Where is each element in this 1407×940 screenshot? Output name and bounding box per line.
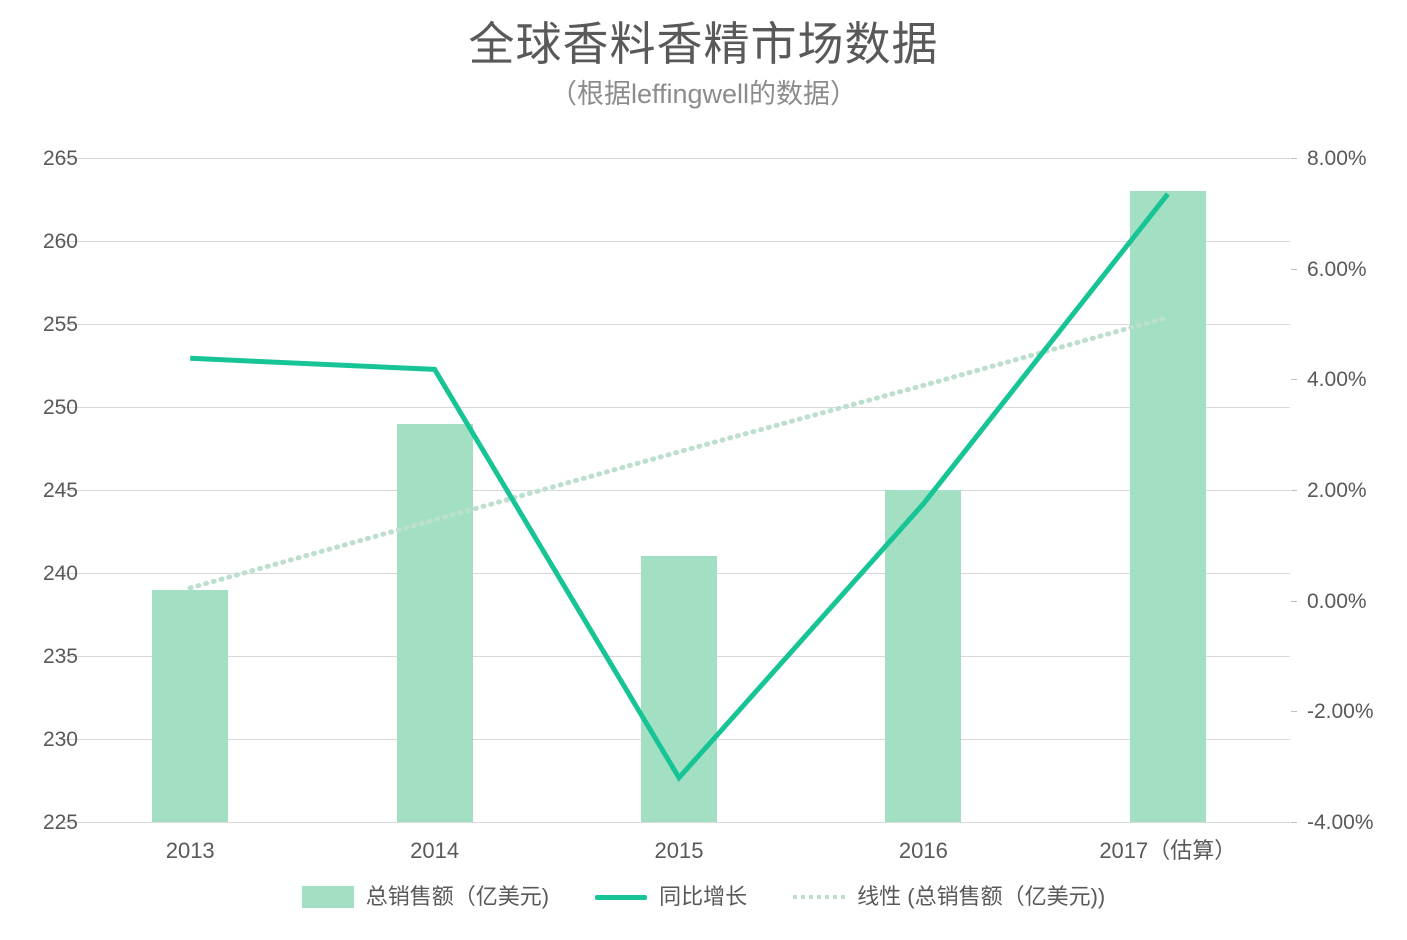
dotted-line-swatch-icon	[793, 895, 846, 899]
axis-tick-right	[1291, 600, 1297, 602]
axis-tick-left	[61, 158, 67, 159]
legend-label: 线性 (总销售额（亿美元))	[857, 884, 1106, 909]
axis-tick-left	[61, 822, 67, 823]
x-axis-label-2014: 2014	[410, 838, 460, 863]
y-axis-right-label: 6.00%	[1307, 257, 1367, 281]
axis-tick-left	[61, 324, 67, 325]
axis-tick-right	[1291, 822, 1297, 823]
bar-2013[interactable]	[152, 589, 229, 822]
series-overlay	[187, 192, 1171, 782]
y-axis-left-label: 235	[42, 645, 78, 668]
legend-label: 总销售额（亿美元)	[365, 884, 550, 909]
trendline-path	[187, 314, 1171, 591]
y-axis-left-label: 250	[42, 396, 78, 419]
y-axis-left-label: 230	[42, 728, 78, 751]
legend-label: 同比增长	[659, 884, 748, 909]
y-axis-right-label: 4.00%	[1307, 368, 1367, 392]
page-title: 全球香料香精市场数据	[468, 18, 939, 70]
y-axis-right-label: 0.00%	[1307, 589, 1367, 613]
y-axis-left-label: 260	[42, 230, 78, 253]
axis-tick-left	[61, 739, 67, 740]
legend-item-2[interactable]: 线性 (总销售额（亿美元))	[793, 884, 1105, 910]
gridline	[68, 158, 1290, 159]
axis-tick-right	[1291, 158, 1297, 159]
axis-tick-left	[61, 490, 67, 491]
y-axis-left-label: 240	[42, 562, 78, 585]
trendline-linear-sales	[187, 314, 1171, 591]
bar-swatch-icon	[301, 886, 354, 908]
axis-tick-left	[61, 573, 67, 574]
x-axis-label-2013: 2013	[165, 838, 215, 863]
gridline	[68, 490, 1290, 491]
bar-2017（估算）[interactable]	[1129, 191, 1206, 822]
axis-tick-right	[1291, 711, 1297, 713]
y-axis-left-label: 225	[42, 811, 78, 834]
axis-tick-right	[1291, 379, 1297, 381]
y-axis-left-label: 265	[42, 147, 78, 170]
gridline	[68, 241, 1290, 242]
gridline	[68, 822, 1290, 823]
x-axis-label-2016: 2016	[898, 838, 948, 863]
axis-tick-left	[61, 241, 67, 242]
axis-tick-right	[1291, 268, 1297, 270]
plot-area	[61, 158, 1297, 823]
gridline	[68, 324, 1290, 325]
x-axis-label-2015: 2015	[654, 838, 704, 863]
legend-item-1[interactable]: 同比增长	[595, 884, 747, 910]
axis-tick-right	[1291, 490, 1297, 491]
growth-line-path	[190, 192, 1170, 782]
chart-subtitle: （根据leffingwell的数据）	[549, 79, 858, 109]
bar-2014[interactable]	[396, 423, 473, 822]
y-axis-right-label: 8.00%	[1307, 147, 1367, 170]
gridline	[68, 407, 1290, 408]
y-axis-right-label: -2.00%	[1307, 700, 1374, 724]
legend-item-0[interactable]: 总销售额（亿美元)	[301, 884, 550, 910]
y-axis-left-label: 245	[42, 479, 78, 502]
chart-title-block: 全球香料香精市场数据 （根据leffingwell的数据）	[0, 14, 1407, 114]
axis-tick-left	[61, 407, 67, 408]
y-axis-right-label: 2.00%	[1307, 479, 1367, 502]
x-axis-label-2017（估算）: 2017（估算）	[1099, 838, 1237, 863]
axis-tick-left	[61, 656, 67, 657]
solid-line-swatch-icon	[595, 894, 648, 900]
y-axis-right-label: -4.00%	[1307, 811, 1374, 834]
y-axis-left-label: 255	[42, 313, 78, 336]
bar-2016[interactable]	[885, 490, 962, 822]
chart-legend: 总销售额（亿美元) 同比增长 线性 (总销售额（亿美元))	[0, 884, 1407, 910]
line-yoy-growth	[190, 192, 1170, 782]
